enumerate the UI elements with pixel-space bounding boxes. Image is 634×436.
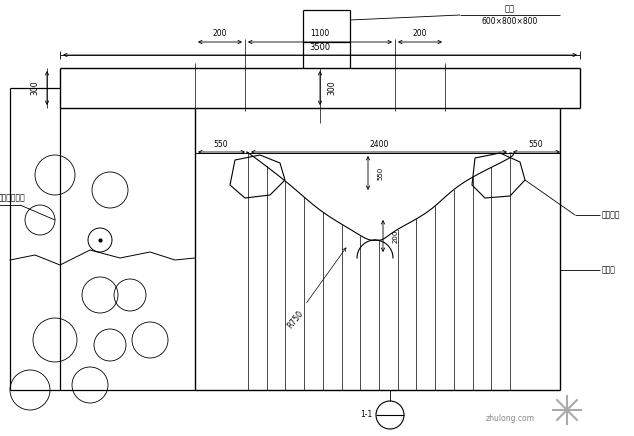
Text: 2400: 2400: [370, 140, 389, 149]
Text: 泉峦: 泉峦: [505, 4, 515, 14]
Text: 各类花源电路: 各类花源电路: [0, 194, 26, 202]
Text: 550: 550: [377, 167, 383, 180]
Text: 300: 300: [328, 81, 337, 95]
Text: 1100: 1100: [311, 30, 330, 38]
Text: R750: R750: [285, 310, 305, 330]
Text: 200: 200: [393, 229, 399, 243]
Text: 200: 200: [213, 30, 227, 38]
Text: 300: 300: [30, 81, 39, 95]
Text: 550: 550: [214, 140, 228, 149]
Text: 成品陶罐: 成品陶罐: [602, 211, 621, 219]
Text: 550: 550: [529, 140, 543, 149]
Text: zhulong.com: zhulong.com: [486, 413, 534, 422]
Text: 200: 200: [413, 30, 427, 38]
Text: 1-1: 1-1: [359, 409, 372, 419]
Text: 3500: 3500: [309, 42, 330, 51]
Text: 水槽简: 水槽简: [602, 266, 616, 275]
Text: 600×800×800: 600×800×800: [482, 17, 538, 27]
